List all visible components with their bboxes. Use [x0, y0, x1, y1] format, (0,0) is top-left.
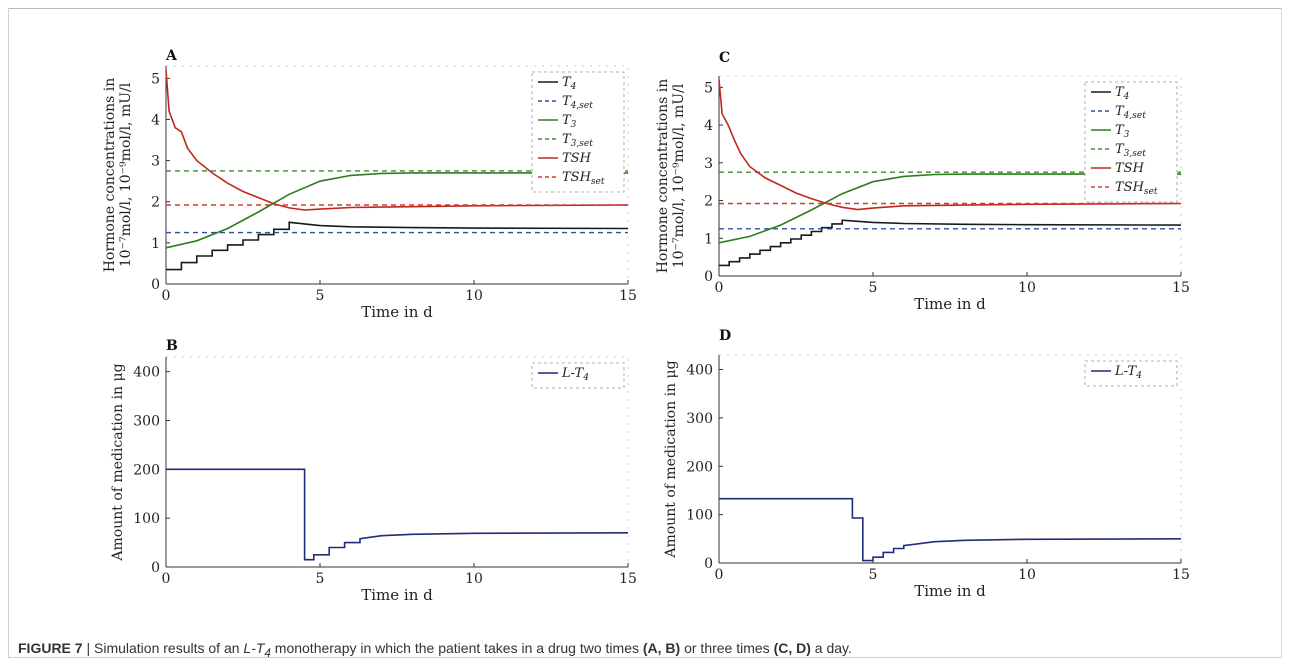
caption-text-1: Simulation results of an: [94, 640, 244, 656]
frame-left-rule: [8, 8, 9, 658]
frame-top-rule: [8, 8, 1282, 9]
legend-label-C-3: T3,set: [1115, 142, 1146, 159]
y-axis-label-B: Amount of medication in μg: [110, 363, 126, 561]
legend-box-C: [1084, 81, 1178, 203]
x-tick-label-C-3: 15: [1172, 280, 1190, 296]
x-tick-label-D-0: 0: [715, 567, 724, 583]
legend-label-D-0: L-T4: [1114, 364, 1142, 381]
x-tick-label-D-1: 5: [869, 567, 878, 583]
y-tick-label-A-0: 0: [151, 277, 160, 293]
frame-bottom-rule: [8, 657, 1282, 658]
x-tick-label-D-2: 10: [1018, 567, 1036, 583]
caption-separator: |: [82, 640, 94, 656]
legend-box-B: [531, 362, 625, 389]
legend-label-C-5: TSHset: [1115, 180, 1158, 197]
x-tick-label-A-0: 0: [162, 288, 171, 304]
chart-panel-D: D 0 5 10 15 0 100 200 300 400 Time in d Amount of m…: [663, 328, 1190, 600]
y-tick-label-C-5: 5: [704, 80, 713, 96]
chart-panel-C: C 0 5 10 15 0 1 2 3 4 5 Time in d Hormone concentrat…: [655, 50, 1190, 313]
series-line-C-tsh: [718, 79, 1182, 211]
panel-label-C: C: [719, 50, 730, 66]
y-tick-label-D-1: 100: [686, 508, 713, 524]
y-tick-label-C-1: 1: [704, 231, 713, 247]
legend-label-A-0: T4: [562, 75, 577, 92]
legend-label-A-3: T3,set: [562, 132, 593, 149]
legend-label-C-2: T3: [1115, 123, 1130, 140]
caption-refs-2: (C, D): [773, 640, 811, 656]
panel-label-D: D: [719, 328, 731, 344]
legend-label-A-4: TSH: [562, 151, 592, 166]
y-tick-label-B-3: 300: [133, 413, 160, 429]
x-tick-label-B-3: 15: [619, 571, 637, 587]
y-tick-label-B-1: 100: [133, 511, 160, 527]
y-tick-label-C-0: 0: [704, 269, 713, 285]
chart-panel-A: A 0 5 10 15 0 1 2 3 4 5 Time in d Hormone concentrat…: [102, 48, 637, 321]
x-axis-label-A: Time in d: [361, 303, 433, 321]
x-tick-label-B-1: 5: [316, 571, 325, 587]
x-axis-label-B: Time in d: [361, 586, 433, 604]
y-tick-label-A-1: 1: [151, 236, 160, 252]
series-line-C-t4: [719, 219, 1182, 267]
legend-label-A-1: T4,set: [562, 94, 593, 111]
x-tick-label-B-2: 10: [465, 571, 483, 587]
y-tick-label-A-4: 4: [151, 112, 160, 128]
series-line-A-t4: [166, 221, 629, 271]
y-tick-label-C-2: 2: [704, 194, 713, 210]
y-tick-label-D-2: 200: [686, 459, 713, 475]
y-tick-label-B-4: 400: [133, 365, 160, 381]
x-tick-label-A-1: 5: [316, 288, 325, 304]
legend-label-B-0: L-T4: [561, 366, 589, 383]
x-axis-label-C: Time in d: [914, 295, 986, 313]
y-tick-label-B-0: 0: [151, 560, 160, 576]
legend-label-C-4: TSH: [1115, 161, 1145, 176]
x-tick-label-A-3: 15: [619, 288, 637, 304]
legend-label-C-1: T4,set: [1115, 104, 1146, 121]
legend-box-D: [1084, 360, 1178, 387]
x-tick-label-D-3: 15: [1172, 567, 1190, 583]
x-tick-label-B-0: 0: [162, 571, 171, 587]
series-line-D-lt4: [719, 497, 1182, 562]
x-tick-label-C-0: 0: [715, 280, 724, 296]
caption-drug: L-T: [243, 640, 265, 656]
legend-label-A-5: TSHset: [562, 170, 605, 187]
frame-right-rule: [1281, 8, 1282, 658]
legend-box-A: [531, 71, 625, 193]
y-tick-label-B-2: 200: [133, 462, 160, 478]
y-tick-label-A-3: 3: [151, 154, 160, 170]
caption-text-2: monotherapy in which the patient takes i…: [270, 640, 643, 656]
y-tick-label-D-3: 300: [686, 411, 713, 427]
chart-panel-B: B 0 5 10 15 0 100 200 300 400 Time in d Amount of m…: [110, 338, 637, 604]
x-tick-label-C-1: 5: [869, 280, 878, 296]
y-axis-label-C-line2: 10⁻⁷mol/l, 10⁻⁹mol/l, mU/l: [671, 83, 687, 268]
caption-refs-1: (A, B): [642, 640, 681, 656]
legend-label-A-2: T3: [562, 113, 577, 130]
x-axis-label-D: Time in d: [914, 582, 986, 600]
legend-label-C-0: T4: [1115, 85, 1130, 102]
y-tick-label-A-2: 2: [151, 195, 160, 211]
series-line-A-tsh: [165, 70, 629, 211]
x-tick-label-C-2: 10: [1018, 280, 1036, 296]
series-line-B-lt4: [166, 468, 629, 561]
y-tick-label-D-0: 0: [704, 556, 713, 572]
y-tick-label-C-4: 4: [704, 118, 713, 134]
figure-caption: FIGURE 7 | Simulation results of an L-T4…: [18, 640, 852, 660]
y-tick-label-C-3: 3: [704, 156, 713, 172]
series-line-C-t3: [718, 173, 1181, 244]
caption-text-4: a day.: [810, 640, 852, 656]
y-axis-label-A-line2: 10⁻⁷mol/l, 10⁻⁹mol/l, mU/l: [118, 82, 134, 267]
panel-label-A: A: [165, 48, 178, 64]
y-tick-label-D-4: 400: [686, 363, 713, 379]
panel-label-B: B: [166, 338, 178, 354]
y-axis-label-A-line1: Hormone concentrations in: [102, 78, 118, 273]
y-axis-label-D: Amount of medication in μg: [663, 360, 679, 558]
series-line-A-t3: [165, 172, 628, 249]
y-axis-label-C-line1: Hormone concentrations in: [655, 79, 671, 274]
y-tick-label-A-5: 5: [151, 71, 160, 87]
x-tick-label-A-2: 10: [465, 288, 483, 304]
caption-label: FIGURE 7: [18, 640, 83, 656]
caption-drug-sub: 4: [264, 646, 271, 660]
caption-text-3: or three times: [680, 640, 774, 656]
